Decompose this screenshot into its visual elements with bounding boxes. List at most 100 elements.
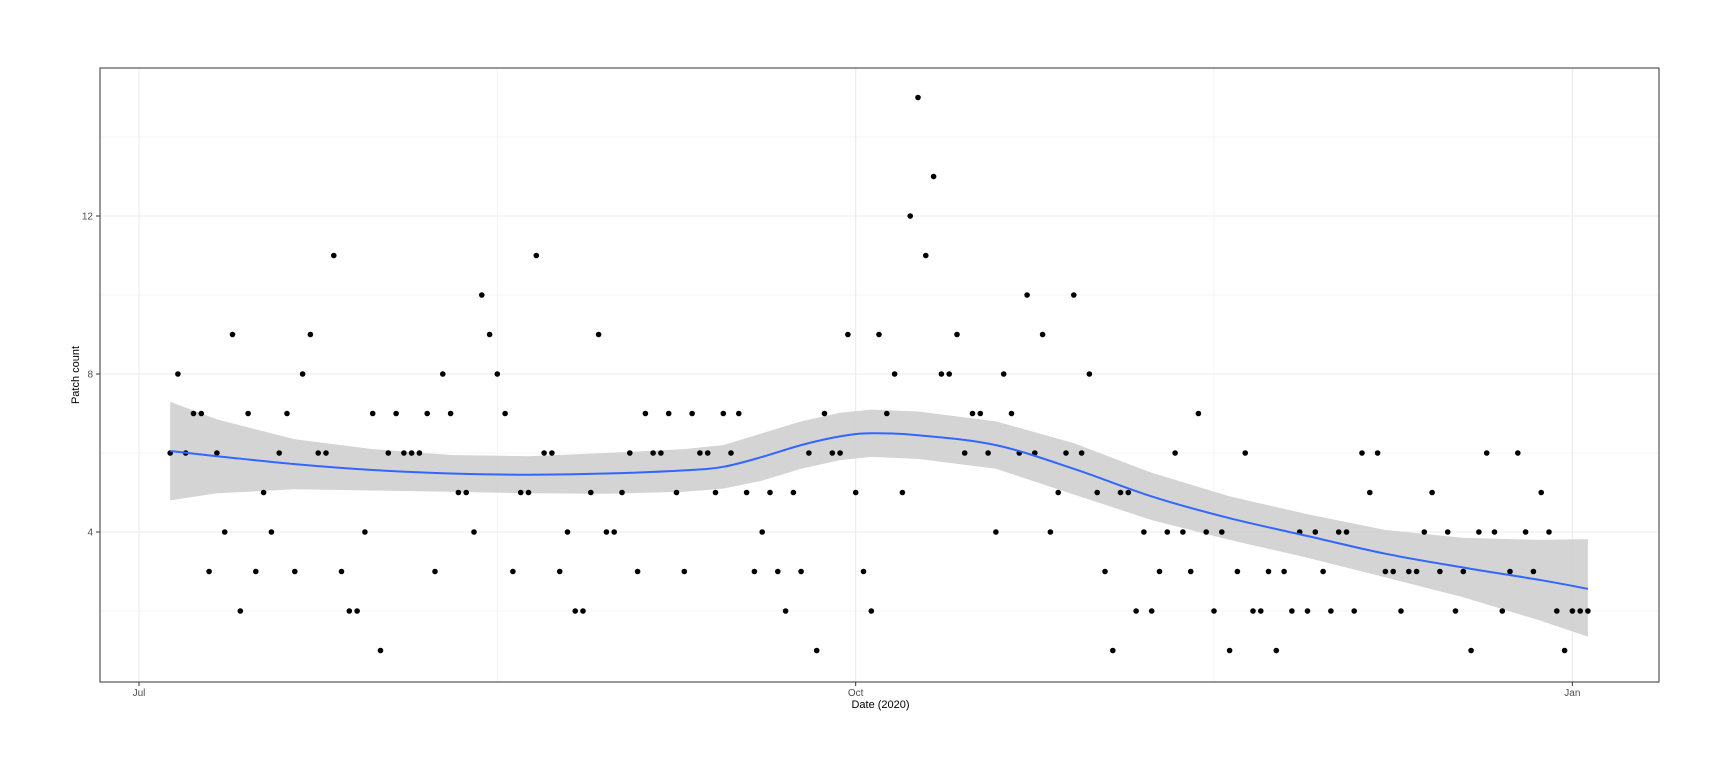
data-point: [619, 489, 625, 496]
data-point: [564, 529, 571, 535]
data-point: [650, 450, 656, 456]
y-tick-label: 8: [87, 370, 93, 381]
data-point: [743, 489, 750, 496]
data-point: [634, 568, 641, 575]
data-point: [1585, 608, 1591, 614]
data-points: [167, 94, 1591, 654]
data-point: [323, 450, 329, 456]
data-point: [1437, 568, 1443, 575]
data-point: [556, 568, 563, 575]
data-point: [969, 410, 976, 417]
data-point: [775, 568, 781, 575]
data-point: [432, 568, 438, 575]
plot-border: [99, 67, 1660, 683]
data-point: [1242, 450, 1248, 456]
data-point: [1538, 489, 1544, 496]
data-point: [1452, 608, 1459, 614]
x-tick-label: Oct: [848, 688, 864, 699]
data-point: [486, 331, 493, 338]
data-point: [377, 647, 384, 654]
plot-panel: [100, 68, 1659, 682]
data-point: [595, 331, 602, 338]
data-point: [860, 568, 867, 575]
data-point: [1094, 489, 1100, 496]
data-point: [1320, 568, 1326, 575]
data-point: [1530, 568, 1537, 575]
x-axis-title: Date (2020): [851, 699, 909, 711]
data-point: [533, 252, 540, 259]
data-point: [1008, 410, 1015, 417]
data-point: [1351, 608, 1357, 614]
data-point: [1460, 568, 1467, 575]
data-point: [798, 568, 804, 575]
data-point: [346, 608, 353, 614]
data-point: [1063, 450, 1069, 456]
data-point: [221, 529, 228, 535]
data-point: [821, 410, 828, 417]
y-axis-title: Patch count: [70, 346, 82, 404]
data-point: [175, 371, 181, 377]
data-point: [315, 450, 322, 456]
data-point: [915, 94, 921, 101]
data-point: [1367, 489, 1373, 496]
y-axis: 4 8 12: [82, 212, 100, 539]
data-point: [588, 489, 594, 496]
data-point: [1273, 647, 1280, 654]
data-point: [1335, 529, 1342, 535]
data-point: [891, 371, 898, 377]
data-point: [455, 489, 462, 496]
data-point: [681, 568, 688, 575]
data-point: [837, 450, 843, 456]
data-point: [884, 410, 890, 417]
data-point: [938, 371, 945, 377]
data-point: [1328, 608, 1334, 614]
data-point: [1390, 568, 1396, 575]
data-point: [541, 450, 547, 456]
data-point: [1406, 568, 1412, 575]
data-point: [447, 410, 454, 417]
data-point: [408, 450, 415, 456]
data-point: [712, 489, 719, 496]
data-point: [642, 410, 649, 417]
data-point: [1343, 529, 1350, 535]
data-point: [1515, 450, 1521, 456]
data-point: [276, 450, 283, 456]
data-point: [1522, 529, 1529, 535]
data-point: [1374, 450, 1381, 456]
data-point: [401, 450, 407, 456]
data-point: [549, 450, 555, 456]
data-point: [728, 450, 734, 456]
data-point: [697, 450, 703, 456]
data-point: [704, 450, 711, 456]
data-point: [1086, 371, 1093, 377]
data-point: [1078, 450, 1085, 456]
data-point: [1289, 608, 1295, 614]
data-point: [1156, 568, 1163, 575]
data-point: [572, 608, 578, 614]
data-point: [736, 410, 742, 417]
data-point: [852, 489, 859, 496]
data-point: [907, 213, 913, 219]
data-point: [1180, 529, 1186, 535]
data-point: [876, 331, 882, 338]
data-point: [1071, 292, 1077, 298]
data-point: [1164, 529, 1171, 535]
data-point: [214, 450, 220, 456]
data-point: [338, 568, 345, 575]
data-point: [1000, 371, 1007, 377]
data-point: [993, 529, 999, 535]
data-point: [1398, 608, 1404, 614]
data-point: [1203, 529, 1209, 535]
data-point: [930, 173, 937, 180]
data-point: [1047, 529, 1054, 535]
data-point: [525, 489, 532, 496]
data-point: [899, 489, 906, 496]
data-point: [502, 410, 508, 417]
data-point: [806, 450, 812, 456]
data-point: [424, 410, 431, 417]
data-point: [1546, 529, 1552, 535]
data-point: [268, 529, 275, 535]
data-point: [1561, 647, 1568, 654]
data-point: [767, 489, 773, 496]
